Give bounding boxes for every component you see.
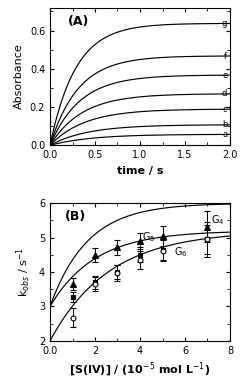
Text: g: g <box>222 19 227 28</box>
Text: c: c <box>223 105 227 114</box>
Text: G$_5$: G$_5$ <box>142 230 156 244</box>
Y-axis label: Absorbance: Absorbance <box>14 44 24 110</box>
Text: G$_6$: G$_6$ <box>174 245 187 259</box>
X-axis label: [S(IV)] / (10$^{-5}$ mol L$^{-1}$): [S(IV)] / (10$^{-5}$ mol L$^{-1}$) <box>69 361 211 380</box>
Text: f: f <box>224 51 227 61</box>
Text: e: e <box>222 70 227 80</box>
Text: G$_4$: G$_4$ <box>211 213 224 227</box>
Text: a: a <box>222 130 227 139</box>
Y-axis label: k$_{obs}$ / s$^{-1}$: k$_{obs}$ / s$^{-1}$ <box>15 247 33 297</box>
X-axis label: time / s: time / s <box>117 166 163 176</box>
Text: (B): (B) <box>64 210 86 223</box>
Text: (A): (A) <box>68 15 90 28</box>
Text: b: b <box>222 120 227 129</box>
Text: d: d <box>222 89 227 98</box>
